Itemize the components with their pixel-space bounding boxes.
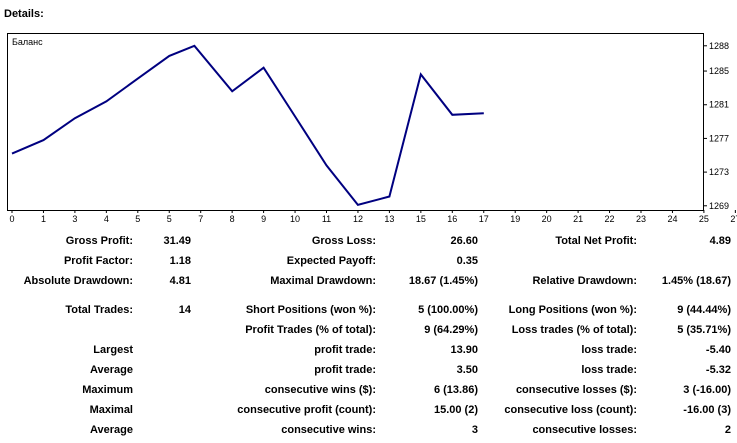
maximal-cons-profit-label: consecutive profit (count): (237, 404, 376, 416)
maximal-cons-profit-value: 15.00 (2) (433, 404, 478, 416)
x-tick-label: 11 (322, 214, 331, 224)
x-tick-label: 24 (667, 214, 677, 224)
max-cons-wins-label: consecutive wins ($): (264, 384, 376, 396)
max-cons-wins-value: 6 (13.86) (433, 384, 478, 396)
avg-cons-wins-label: consecutive wins: (281, 424, 376, 436)
average-loss-value: -5.32 (705, 364, 731, 376)
avg-cons-wins-value: 3 (471, 424, 478, 436)
x-tick-label: 27 (730, 214, 737, 224)
profit-trades-value: 9 (64.29%) (424, 324, 478, 336)
profit-trades-label: Profit Trades (% of total): (245, 324, 376, 336)
maximal-cons-loss-label: consecutive loss (count): (504, 404, 637, 416)
x-tick-label: 15 (416, 214, 426, 224)
total-trades-label: Total Trades: (65, 304, 133, 316)
largest-loss-value: -5.40 (705, 344, 731, 356)
maximum-label: Maximum (82, 384, 133, 396)
largest-profit-label: profit trade: (314, 344, 376, 356)
maximal-drawdown-label: Maximal Drawdown: (270, 275, 376, 287)
absolute-drawdown-value: 4.81 (169, 275, 191, 287)
avg-cons-losses-value: 2 (724, 424, 731, 436)
x-tick-label: 5 (135, 214, 140, 224)
y-tick-label: 1273 (709, 167, 729, 177)
chart-plot-area (7, 33, 704, 211)
relative-drawdown-label: Relative Drawdown: (532, 275, 637, 287)
largest-label: Largest (93, 344, 133, 356)
max-cons-losses-value: 3 (-16.00) (683, 384, 731, 396)
total-net-profit-label: Total Net Profit: (555, 235, 637, 247)
x-tick-label: 1 (41, 214, 46, 224)
profit-factor-label: Profit Factor: (63, 255, 133, 267)
maximal-drawdown-value: 18.67 (1.45%) (408, 275, 478, 287)
gross-loss-value: 26.60 (450, 235, 478, 247)
absolute-drawdown-label: Absolute Drawdown: (23, 275, 133, 287)
x-tick-label: 23 (636, 214, 646, 224)
maximal-label: Maximal (89, 404, 133, 416)
average-label: Average (89, 364, 133, 376)
x-tick-label: 3 (72, 214, 77, 224)
gross-loss-label: Gross Loss: (311, 235, 376, 247)
relative-drawdown-value: 1.45% (18.67) (661, 275, 731, 287)
x-tick-label: 12 (353, 214, 363, 224)
total-trades-value: 14 (178, 304, 191, 316)
x-tick-label: 8 (230, 214, 235, 224)
loss-trades-value: 5 (35.71%) (677, 324, 731, 336)
y-tick-label: 1277 (709, 133, 729, 143)
x-tick-label: 5 (167, 214, 172, 224)
expected-payoff-label: Expected Payoff: (286, 255, 376, 267)
x-tick-label: 9 (261, 214, 266, 224)
short-positions-value: 5 (100.00%) (418, 304, 478, 316)
x-tick-label: 4 (104, 214, 109, 224)
x-tick-label: 22 (605, 214, 615, 224)
gross-profit-value: 31.49 (163, 235, 191, 247)
long-positions-label: Long Positions (won %): (508, 304, 637, 316)
long-positions-value: 9 (44.44%) (677, 304, 731, 316)
y-tick-label: 1269 (709, 201, 729, 211)
chart-title: Баланс (12, 37, 43, 47)
y-tick-label: 1281 (709, 100, 729, 110)
avg-cons-losses-label: consecutive losses: (532, 424, 637, 436)
gross-profit-label: Gross Profit: (65, 235, 133, 247)
largest-profit-value: 13.90 (450, 344, 478, 356)
x-tick-label: 13 (384, 214, 394, 224)
x-tick-label: 21 (573, 214, 583, 224)
x-tick-label: 25 (699, 214, 709, 224)
short-positions-label: Short Positions (won %): (245, 304, 376, 316)
largest-loss-label: loss trade: (581, 344, 637, 356)
profit-factor-value: 1.18 (169, 255, 191, 267)
max-cons-losses-label: consecutive losses ($): (515, 384, 637, 396)
details-title: Details: (4, 8, 44, 20)
x-tick-label: 10 (290, 214, 300, 224)
y-tick-label: 1285 (709, 66, 729, 76)
x-tick-label: 17 (479, 214, 489, 224)
y-tick-label: 1288 (709, 41, 729, 51)
x-tick-label: 19 (510, 214, 520, 224)
average-profit-value: 3.50 (456, 364, 478, 376)
average2-label: Average (89, 424, 133, 436)
average-profit-label: profit trade: (314, 364, 376, 376)
expected-payoff-value: 0.35 (456, 255, 478, 267)
x-tick-label: 0 (9, 214, 14, 224)
average-loss-label: loss trade: (581, 364, 637, 376)
x-tick-label: 16 (447, 214, 457, 224)
x-tick-label: 7 (198, 214, 203, 224)
total-net-profit-value: 4.89 (709, 235, 731, 247)
maximal-cons-loss-value: -16.00 (3) (683, 404, 731, 416)
loss-trades-label: Loss trades (% of total): (511, 324, 637, 336)
balance-line (11, 44, 484, 207)
x-tick-label: 20 (542, 214, 552, 224)
